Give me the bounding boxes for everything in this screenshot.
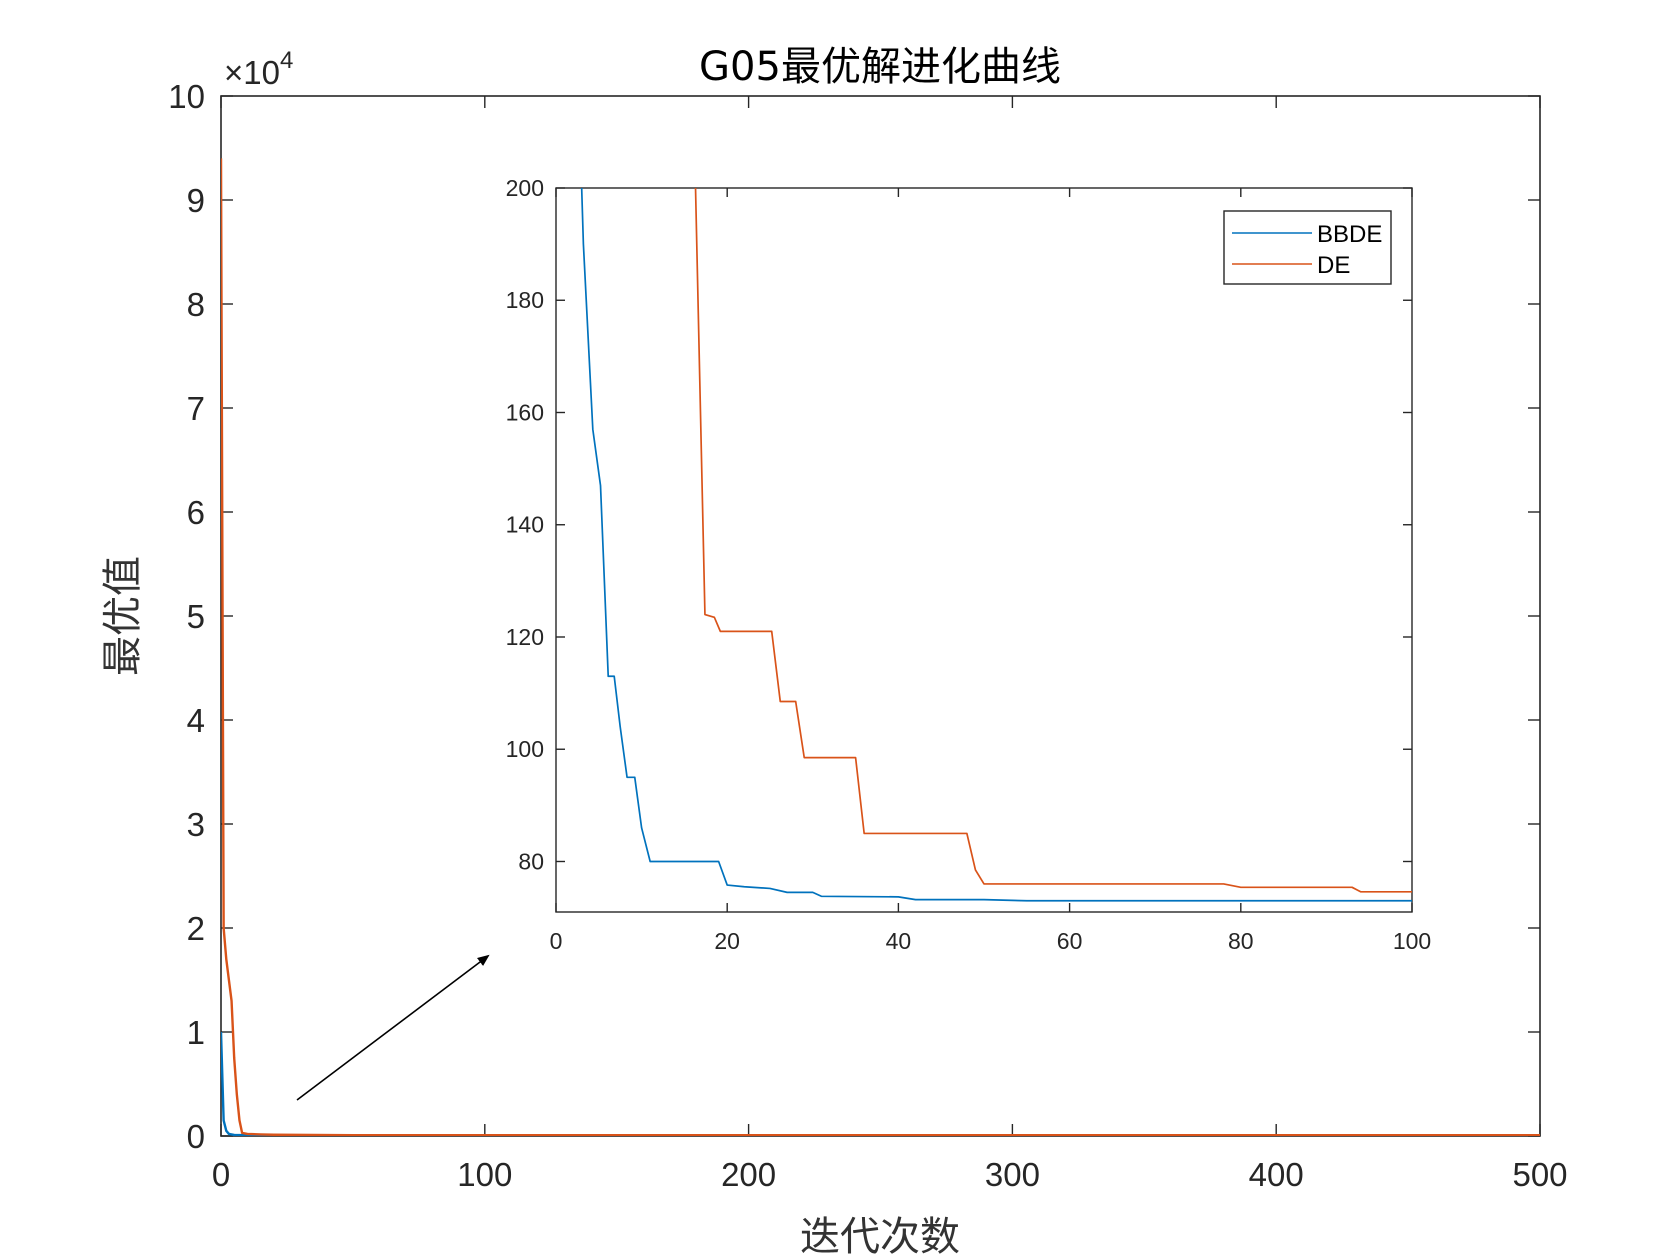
y-tick-label: 2 [187,910,205,947]
inset-series-group [580,188,1412,902]
y-axis-label: 最优值 [100,556,146,676]
legend-box [1223,210,1392,285]
y-tick-label: 0 [187,1118,205,1155]
series-line-bbde [580,188,1412,902]
x-tick-label: 40 [886,928,912,954]
y-tick-label: 160 [506,399,544,425]
inset-axis-ticks: 0 20 40 60 80 100 80 100 120 140 160 180 200 [506,175,1432,954]
y-tick-label: 180 [506,287,544,313]
y-tick-label: 1 [187,1014,205,1051]
y-tick-label: 9 [187,182,205,219]
y-tick-label: 6 [187,494,205,531]
y-tick-label: 120 [506,624,544,650]
x-tick-label: 0 [212,1156,230,1193]
legend: BBDE DE [1223,210,1392,285]
legend-label-bbde: BBDE [1317,221,1382,248]
x-tick-label: 20 [714,928,740,954]
x-tick-label: 100 [1393,928,1431,954]
legend-label-de: DE [1317,252,1350,279]
series-line-de [694,188,1412,893]
x-tick-label: 300 [985,1156,1040,1193]
zoom-arrow [296,954,490,1101]
x-tick-label: 80 [1228,928,1254,954]
x-tick-label: 100 [457,1156,512,1193]
y-tick-label: 200 [506,175,544,201]
y-tick-label: 7 [187,390,205,427]
x-tick-label: 60 [1057,928,1083,954]
x-tick-label: 200 [721,1156,776,1193]
x-tick-label: 500 [1512,1156,1567,1193]
x-tick-label: 0 [550,928,563,954]
y-tick-label: 8 [187,286,205,323]
y-tick-label: 80 [518,848,544,874]
y-exponent-label: ×104 [224,47,293,91]
y-tick-label: 3 [187,806,205,843]
x-tick-label: 400 [1249,1156,1304,1193]
y-tick-label: 10 [168,78,205,115]
x-axis-label: 迭代次数 [800,1214,960,1260]
chart-title: G05最优解进化曲线 [699,44,1061,90]
y-tick-label: 100 [506,736,544,762]
series-line-de [221,158,1540,1136]
y-tick-label: 4 [187,702,205,739]
y-multiplier: ×10 [224,54,280,91]
main-series-group [221,158,1540,1136]
inset-plot-area [555,187,1413,913]
y-exponent: 4 [280,47,293,74]
y-tick-label: 140 [506,512,544,538]
y-tick-label: 5 [187,598,205,635]
